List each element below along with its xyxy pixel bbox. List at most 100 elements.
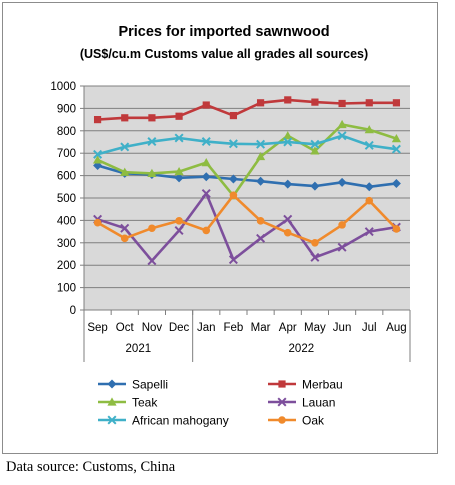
data-point-teak: [364, 125, 374, 134]
legend-marker: [278, 380, 286, 388]
data-point-african-mahogany: [120, 142, 130, 152]
legend-item-african-mahogany: African mahogany: [98, 414, 229, 428]
series-line-african-mahogany: [97, 134, 397, 156]
x-tick-label: Sep: [87, 322, 107, 334]
data-point-oak: [283, 228, 292, 237]
series-group: [92, 96, 402, 266]
x-tick-label: Jan: [197, 322, 216, 334]
chart-subtitle: (US$/cu.m Customs value all grades all s…: [80, 47, 368, 61]
data-point-teak: [174, 166, 184, 176]
legend-item-lauan: Lauan: [268, 396, 335, 410]
x-tick-label: May: [304, 322, 326, 334]
legend-marker: [107, 397, 117, 406]
year-group-label: 2021: [126, 343, 152, 355]
data-point-merbau: [121, 114, 129, 122]
axes: 0 100 200 300 400 500 600 700 800 900 1000 Sep Oct No…: [50, 81, 411, 362]
data-point-merbau: [229, 111, 238, 120]
data-point-merbau: [284, 96, 292, 104]
legend-marker: [107, 415, 117, 425]
data-point-sapelli: [391, 178, 401, 188]
y-tick-label: 300: [57, 238, 76, 250]
legend-label: African mahogany: [132, 414, 229, 428]
data-point-african-mahogany: [228, 139, 238, 149]
data-point-merbau: [202, 101, 210, 109]
data-point-oak: [93, 218, 102, 227]
data-point-teak: [283, 131, 293, 140]
data-point-african-mahogany: [391, 144, 401, 154]
data-point-oak: [229, 191, 238, 200]
chart-title: Prices for imported sawnwood: [118, 24, 329, 40]
series-merbau: [93, 96, 401, 124]
data-point-lauan: [283, 214, 293, 224]
data-point-african-mahogany: [147, 137, 157, 147]
y-tick-label: 900: [57, 103, 76, 115]
data-point-teak: [120, 167, 130, 176]
legend-item-merbau: Merbau: [268, 378, 343, 392]
y-tick-label: 800: [57, 126, 76, 138]
x-tick-label: Dec: [169, 322, 190, 334]
data-point-merbau: [93, 116, 102, 124]
data-point-african-mahogany: [174, 133, 184, 143]
data-source-note: Data source: Customs, China: [6, 459, 176, 475]
x-tick-label: Nov: [142, 322, 163, 334]
y-tick-label: 400: [57, 215, 76, 227]
data-point-oak: [392, 225, 401, 233]
series-line-lauan: [97, 192, 397, 263]
year-group-label: 2022: [289, 343, 315, 355]
legend-marker: [278, 416, 286, 424]
data-point-sapelli: [310, 181, 320, 191]
data-point-oak: [311, 239, 319, 247]
legend-item-oak: Oak: [268, 414, 325, 428]
x-tick-label: Feb: [224, 322, 244, 334]
y-tick-label: 200: [57, 260, 76, 272]
x-tick-label: Apr: [279, 322, 297, 334]
legend: Sapelli Merbau Teak Lauan African mahogany Oa…: [98, 378, 343, 428]
data-point-merbau: [338, 99, 346, 108]
data-point-lauan: [228, 255, 238, 265]
x-tick-label: Jul: [362, 322, 377, 334]
series-line-teak: [97, 123, 397, 198]
x-tick-label: Aug: [386, 322, 406, 334]
data-point-african-mahogany: [364, 140, 374, 150]
data-point-african-mahogany: [256, 139, 266, 149]
data-point-teak: [255, 151, 266, 161]
data-point-teak: [310, 146, 320, 155]
series-oak: [93, 191, 401, 247]
data-point-merbau: [311, 98, 319, 106]
legend-label: Merbau: [302, 378, 343, 392]
data-point-lauan: [310, 252, 320, 262]
data-point-sapelli: [256, 176, 266, 186]
y-tick-label: 600: [57, 171, 76, 183]
legend-label: Teak: [132, 396, 158, 410]
data-point-oak: [148, 224, 156, 233]
data-point-merbau: [392, 99, 401, 107]
x-tick-label: Oct: [116, 322, 135, 334]
series-line-merbau: [97, 98, 397, 121]
data-point-lauan: [147, 256, 157, 266]
data-point-sapelli: [364, 182, 374, 192]
data-point-sapelli: [283, 179, 293, 189]
data-point-lauan: [337, 242, 347, 252]
data-point-oak: [338, 221, 346, 229]
data-point-oak: [120, 234, 129, 243]
y-tick-label: 0: [70, 305, 76, 317]
data-point-lauan: [364, 227, 374, 237]
data-point-sapelli: [201, 172, 211, 182]
data-point-merbau: [256, 99, 265, 107]
data-point-african-mahogany: [337, 131, 347, 141]
legend-marker: [277, 397, 287, 407]
data-point-oak: [175, 217, 183, 225]
data-point-oak: [202, 226, 211, 235]
data-point-merbau: [365, 99, 373, 107]
legend-label: Lauan: [302, 396, 335, 410]
series-african-mahogany: [93, 131, 401, 159]
legend-label: Sapelli: [132, 378, 168, 392]
data-point-lauan: [174, 225, 184, 235]
data-point-oak: [365, 196, 374, 205]
data-point-sapelli: [337, 177, 347, 187]
x-tick-label: Jun: [333, 322, 352, 334]
data-point-merbau: [175, 112, 183, 120]
legend-marker: [107, 379, 117, 389]
series-line-oak: [96, 194, 398, 245]
y-tick-label: 1000: [50, 81, 76, 93]
